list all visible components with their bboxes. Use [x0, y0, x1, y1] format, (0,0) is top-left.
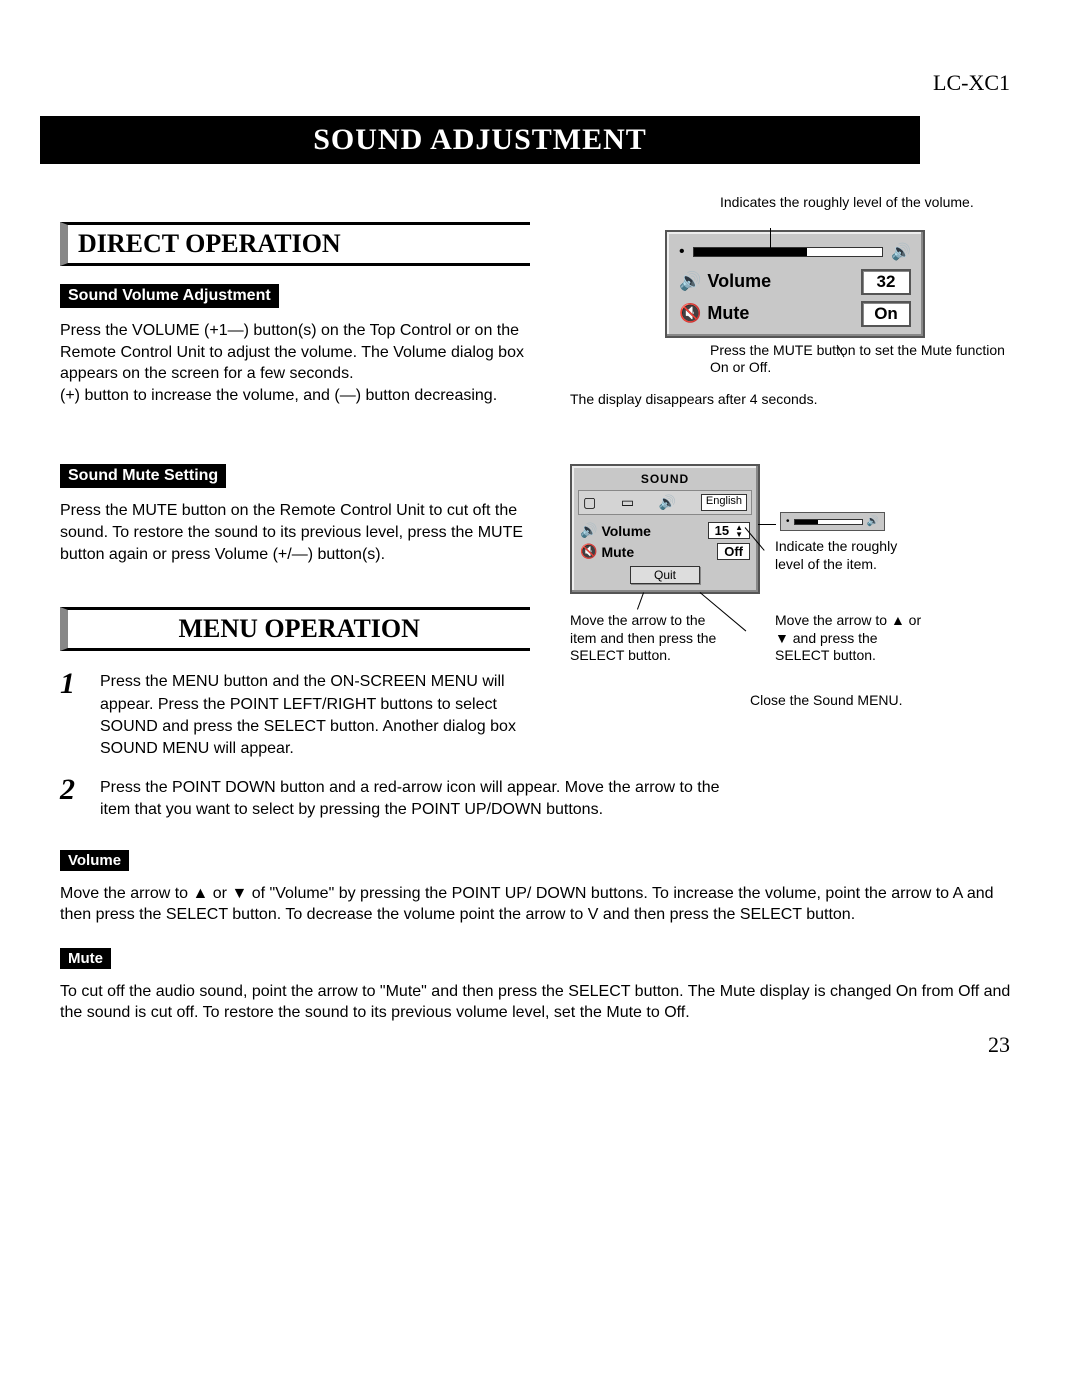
quit-button[interactable]: Quit: [630, 566, 700, 584]
volume-section-label: Volume: [60, 850, 129, 871]
mini-volume-bar: • 🔊: [780, 512, 885, 531]
step-number-1: 1: [60, 667, 100, 761]
step-number-2: 2: [60, 773, 100, 822]
sound-volume-adj-label: Sound Volume Adjustment: [60, 284, 279, 308]
sound-mute-setting-label: Sound Mute Setting: [60, 464, 226, 488]
volume-dialog: • 🔊 🔊 Volume 32 🔇 Mute On: [665, 230, 925, 338]
menu-icon-2: ▭: [621, 494, 634, 511]
model-number: LC-XC1: [60, 70, 1020, 96]
sm-mute-icon: 🔇: [580, 543, 597, 560]
indicate-level-note: Indicate the roughly level of the item.: [775, 538, 905, 573]
speaker-icon: 🔊: [679, 271, 701, 292]
move-arrow-item-note: Move the arrow to the item and then pres…: [570, 612, 730, 665]
sound-menu-dialog: SOUND ▢ ▭ 🔊 English 🔊Volume 15 ▲▼ 🔇Mute: [570, 464, 760, 594]
sm-speaker-icon: 🔊: [580, 522, 597, 539]
volume-bar: [693, 247, 883, 257]
volume-value: 32: [861, 269, 911, 295]
mute-button-note: Press the MUTE button to set the Mute fu…: [710, 342, 1020, 377]
menu-sound-icon: 🔊: [659, 494, 676, 511]
language-label: English: [701, 494, 747, 511]
speaker-max-icon: 🔊: [891, 242, 911, 262]
mini-dot-icon: •: [786, 516, 790, 527]
direct-operation-title: DIRECT OPERATION: [60, 222, 530, 266]
mini-speaker-icon: 🔊: [867, 516, 879, 527]
sm-volume-label: Volume: [601, 523, 651, 539]
mute-icon: 🔇: [679, 303, 701, 324]
menu-icon-1: ▢: [583, 494, 596, 511]
mute-section-label: Mute: [60, 948, 111, 969]
mute-value: On: [861, 301, 911, 327]
volume-adjust-text: Press the VOLUME (+1—) button(s) on the …: [60, 320, 550, 406]
sm-volume-value: 15: [715, 523, 729, 538]
page-number: 23: [988, 1032, 1010, 1058]
menu-operation-title: MENU OPERATION: [60, 607, 530, 651]
step-1-text: Press the MENU button and the ON-SCREEN …: [100, 667, 550, 761]
step-2-text: Press the POINT DOWN button and a red-ar…: [100, 773, 740, 822]
volume-level-note: Indicates the roughly level of the volum…: [720, 194, 1020, 212]
sm-mute-label: Mute: [601, 544, 634, 560]
mute-label: Mute: [707, 303, 749, 324]
sound-menu-header: SOUND: [578, 470, 752, 490]
volume-section-text: Move the arrow to ▲ or ▼ of "Volume" by …: [60, 883, 1020, 926]
display-disappear-note: The display disappears after 4 seconds.: [570, 391, 1020, 409]
move-arrow-triangle-note: Move the arrow to ▲ or ▼ and press the S…: [775, 612, 935, 665]
close-menu-note: Close the Sound MENU.: [750, 692, 950, 710]
volume-stepper[interactable]: ▲▼: [735, 524, 743, 538]
volume-label: Volume: [707, 271, 771, 292]
mute-setting-text: Press the MUTE button on the Remote Cont…: [60, 500, 550, 565]
page-banner: SOUND ADJUSTMENT: [40, 116, 920, 164]
sm-mute-value: Off: [717, 543, 750, 560]
dot-icon: •: [679, 243, 685, 261]
mute-section-text: To cut off the audio sound, point the ar…: [60, 981, 1020, 1024]
